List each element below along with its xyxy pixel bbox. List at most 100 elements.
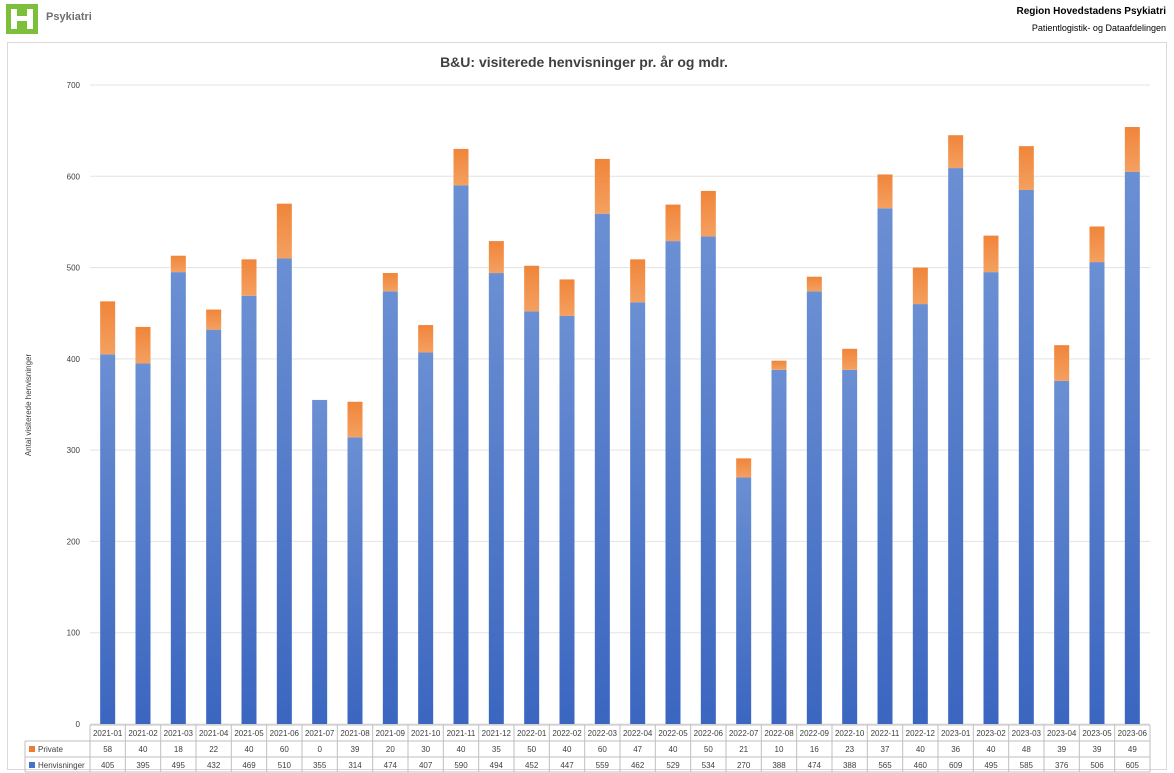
data-label: 22 bbox=[209, 745, 218, 754]
x-tick-label: 2021-11 bbox=[447, 729, 476, 738]
data-label: 609 bbox=[949, 761, 963, 770]
x-tick-label: 2022-11 bbox=[871, 729, 900, 738]
data-label: 40 bbox=[139, 745, 148, 754]
data-label: 40 bbox=[245, 745, 254, 754]
bar-henvisninger bbox=[206, 329, 222, 724]
x-tick-label: 2022-08 bbox=[764, 729, 794, 738]
data-label: 462 bbox=[631, 761, 645, 770]
bar-henvisninger bbox=[842, 369, 858, 724]
bar-private bbox=[382, 273, 398, 292]
y-tick-label: 700 bbox=[67, 81, 81, 90]
bar-henvisninger bbox=[241, 295, 257, 724]
bar-henvisninger bbox=[877, 208, 893, 724]
x-tick-label: 2021-08 bbox=[340, 729, 370, 738]
data-label: 18 bbox=[174, 745, 183, 754]
data-label: 474 bbox=[384, 761, 398, 770]
data-label: 405 bbox=[101, 761, 115, 770]
x-tick-label: 2022-12 bbox=[906, 729, 936, 738]
data-label: 469 bbox=[242, 761, 256, 770]
data-label: 388 bbox=[772, 761, 786, 770]
bar-henvisninger bbox=[100, 354, 116, 724]
data-label: 21 bbox=[739, 745, 748, 754]
data-label: 50 bbox=[704, 745, 713, 754]
y-axis-label: Antal visiterede henvisninger bbox=[24, 354, 33, 457]
data-label: 20 bbox=[386, 745, 395, 754]
data-label: 559 bbox=[596, 761, 610, 770]
bar-henvisninger bbox=[665, 241, 681, 724]
bar-private bbox=[665, 204, 681, 242]
x-tick-label: 2021-10 bbox=[411, 729, 441, 738]
data-label: 47 bbox=[633, 745, 642, 754]
y-tick-label: 500 bbox=[67, 264, 81, 273]
bar-private bbox=[100, 301, 116, 355]
data-label: 355 bbox=[313, 761, 327, 770]
data-label: 35 bbox=[492, 745, 501, 754]
bar-henvisninger bbox=[312, 399, 328, 724]
data-label: 494 bbox=[490, 761, 504, 770]
bar-private bbox=[877, 174, 893, 209]
data-label: 529 bbox=[666, 761, 680, 770]
x-tick-label: 2023-05 bbox=[1082, 729, 1112, 738]
y-tick-label: 200 bbox=[67, 537, 81, 546]
x-tick-label: 2023-01 bbox=[941, 729, 971, 738]
x-tick-label: 2023-06 bbox=[1118, 729, 1148, 738]
bar-private bbox=[948, 135, 964, 169]
y-tick-label: 600 bbox=[67, 172, 81, 181]
bar-henvisninger bbox=[170, 272, 186, 724]
x-tick-label: 2022-06 bbox=[694, 729, 724, 738]
bar-private bbox=[276, 203, 292, 259]
data-label: 40 bbox=[669, 745, 678, 754]
x-tick-label: 2021-12 bbox=[482, 729, 512, 738]
x-tick-label: 2022-05 bbox=[658, 729, 688, 738]
chart-title: B&U: visiterede henvisninger pr. år og m… bbox=[440, 54, 728, 70]
bar-henvisninger bbox=[771, 369, 787, 724]
bar-henvisninger bbox=[1124, 171, 1140, 724]
bar-private bbox=[170, 255, 186, 273]
bar-private bbox=[453, 148, 469, 186]
data-label: 36 bbox=[951, 745, 960, 754]
bar-private bbox=[488, 241, 504, 274]
data-label: 460 bbox=[914, 761, 928, 770]
bar-henvisninger bbox=[524, 311, 540, 724]
bar-private bbox=[594, 158, 610, 214]
bar-henvisninger bbox=[276, 258, 292, 724]
data-label: 40 bbox=[987, 745, 996, 754]
bar-private bbox=[347, 401, 363, 438]
x-tick-label: 2021-07 bbox=[305, 729, 335, 738]
bar-henvisninger bbox=[453, 185, 469, 724]
x-tick-label: 2022-03 bbox=[588, 729, 618, 738]
chart-frame bbox=[7, 42, 1167, 770]
data-label: 48 bbox=[1022, 745, 1031, 754]
x-tick-label: 2021-06 bbox=[270, 729, 300, 738]
bar-private bbox=[1124, 126, 1140, 172]
data-label: 534 bbox=[702, 761, 716, 770]
bar-henvisninger bbox=[418, 352, 434, 724]
data-label: 565 bbox=[878, 761, 892, 770]
x-tick-label: 2022-10 bbox=[835, 729, 865, 738]
data-label: 39 bbox=[1093, 745, 1102, 754]
data-label: 58 bbox=[103, 745, 112, 754]
bar-private bbox=[1054, 345, 1070, 381]
bar-henvisninger bbox=[700, 236, 716, 724]
data-label: 39 bbox=[1057, 745, 1066, 754]
x-tick-label: 2022-07 bbox=[729, 729, 759, 738]
data-label: 495 bbox=[172, 761, 186, 770]
data-label: 388 bbox=[843, 761, 857, 770]
bar-private bbox=[241, 259, 257, 296]
data-label: 49 bbox=[1128, 745, 1137, 754]
bar-henvisninger bbox=[948, 168, 964, 724]
data-label: 314 bbox=[348, 761, 362, 770]
bar-henvisninger bbox=[488, 273, 504, 724]
bar-private bbox=[524, 265, 540, 312]
data-label: 37 bbox=[881, 745, 890, 754]
bar-henvisninger bbox=[806, 291, 822, 724]
bar-henvisninger bbox=[1054, 380, 1070, 724]
bar-henvisninger bbox=[559, 315, 575, 724]
bar-private bbox=[842, 348, 858, 370]
data-label: 585 bbox=[1020, 761, 1034, 770]
data-label: 510 bbox=[278, 761, 292, 770]
y-tick-label: 400 bbox=[67, 355, 81, 364]
bar-henvisninger bbox=[594, 213, 610, 724]
y-tick-label: 300 bbox=[67, 446, 81, 455]
